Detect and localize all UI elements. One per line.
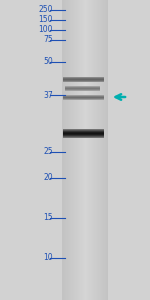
Text: 10: 10 [43,254,53,262]
Text: 20: 20 [43,173,53,182]
Text: 37: 37 [43,91,53,100]
Text: 250: 250 [39,5,53,14]
Text: 50: 50 [43,58,53,67]
Text: 150: 150 [39,16,53,25]
Text: 100: 100 [39,26,53,34]
Text: 15: 15 [43,214,53,223]
Text: 25: 25 [43,148,53,157]
Text: 75: 75 [43,35,53,44]
